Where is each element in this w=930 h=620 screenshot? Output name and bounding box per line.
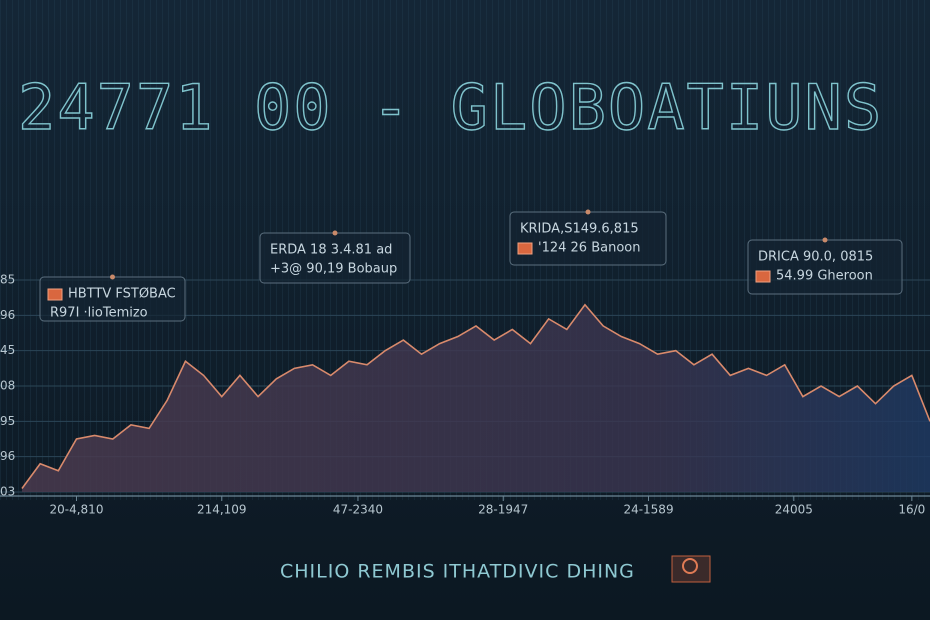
y-tick-label: 96 bbox=[0, 308, 15, 322]
caption-icon-ring bbox=[682, 558, 698, 574]
y-tick-label: 85 bbox=[0, 273, 15, 287]
x-tick-label: 47-2340 bbox=[333, 503, 383, 517]
area bbox=[22, 304, 930, 492]
annotation-text: ERDA 18 3.4.81 ad bbox=[270, 243, 392, 258]
x-tick-label: 24005 bbox=[775, 503, 813, 517]
annotation-box bbox=[747, 239, 903, 295]
annotation-text: +3@ 90,19 Bobaup bbox=[270, 262, 397, 277]
x-tick-label: 16/0 bbox=[898, 503, 925, 517]
annotation-pin bbox=[822, 237, 828, 243]
y-tick-label: 45 bbox=[0, 343, 15, 357]
annotation-text: '124 26 Banoon bbox=[538, 241, 640, 256]
annotation-icon bbox=[755, 270, 771, 283]
annotation-icon bbox=[517, 242, 533, 255]
line bbox=[21, 303, 930, 489]
annotation-icon bbox=[47, 288, 63, 301]
annotation-box bbox=[509, 211, 667, 266]
annotation-text: DRICA 90.0, 0815 bbox=[758, 250, 873, 265]
y-tick-label: 95 bbox=[0, 414, 15, 428]
annotation-text: KRIDA,S149.6,815 bbox=[520, 222, 639, 237]
annotation-text: R97I ·lioTemizo bbox=[50, 306, 148, 321]
caption: CHILIO REMBIS ITHATDIVIC DHING bbox=[280, 561, 635, 583]
caption-icon bbox=[671, 555, 711, 583]
annotation-text: HBTTV FSTØBAC bbox=[68, 287, 176, 302]
annotation-pin bbox=[585, 209, 591, 215]
annotation-pin bbox=[110, 274, 115, 280]
annotation-text: 54.99 Gheroon bbox=[776, 269, 873, 284]
x-tick-label: 20-4,810 bbox=[50, 503, 104, 517]
y-tick-label: 08 bbox=[0, 379, 15, 393]
x-tick-label: 28-1947 bbox=[478, 503, 528, 517]
y-tick-label: 96 bbox=[0, 449, 15, 463]
chart-title: 24771 00 - GLOBOATIUNS bbox=[18, 71, 883, 144]
x-tick-label: 24-1589 bbox=[623, 503, 673, 517]
y-tick-label: 03 bbox=[0, 485, 15, 499]
annotation-pin bbox=[332, 230, 338, 236]
x-tick-label: 214,109 bbox=[197, 503, 247, 517]
